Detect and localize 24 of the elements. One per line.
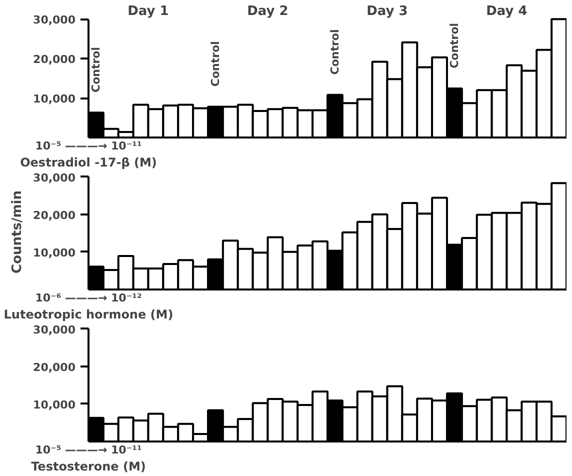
y-tick-label: 20,000 bbox=[33, 53, 76, 66]
text: Day 3 bbox=[366, 4, 408, 20]
y-tick-label: 20,000 bbox=[33, 208, 76, 222]
x-axis-title: Oestradiol -17-β (M) bbox=[20, 156, 157, 170]
y-tick-label: 10,000 bbox=[33, 398, 76, 412]
text: Control bbox=[208, 41, 222, 87]
y-tick-label: 10,000 bbox=[33, 92, 76, 106]
y-tick-label: 20,000 bbox=[33, 360, 76, 374]
y-tick-label: 30,000 bbox=[33, 324, 76, 336]
y-tick-label: 30,000 bbox=[33, 172, 76, 184]
text: 10⁻⁵ ———→ 10⁻¹¹ bbox=[35, 444, 142, 456]
text: Control bbox=[89, 47, 102, 92]
x-axis-title: Luteotropic hormone (M) bbox=[4, 308, 174, 322]
x-axis-title: Testosterone (M) bbox=[31, 460, 146, 474]
text: 10⁻⁵ ———→ 10⁻¹¹ bbox=[35, 140, 142, 152]
text: Day 1 bbox=[128, 4, 169, 20]
text: Control bbox=[448, 22, 461, 68]
y-tick-label: 10,000 bbox=[33, 246, 76, 260]
y-axis-title: Counts/min bbox=[10, 190, 26, 274]
text: Day 4 bbox=[486, 4, 528, 20]
text: Day 2 bbox=[247, 4, 288, 20]
y-tick-label: 30,000 bbox=[33, 14, 76, 27]
text: 10⁻⁶ ———→ 10⁻¹² bbox=[35, 292, 142, 304]
text: Control bbox=[328, 29, 342, 75]
